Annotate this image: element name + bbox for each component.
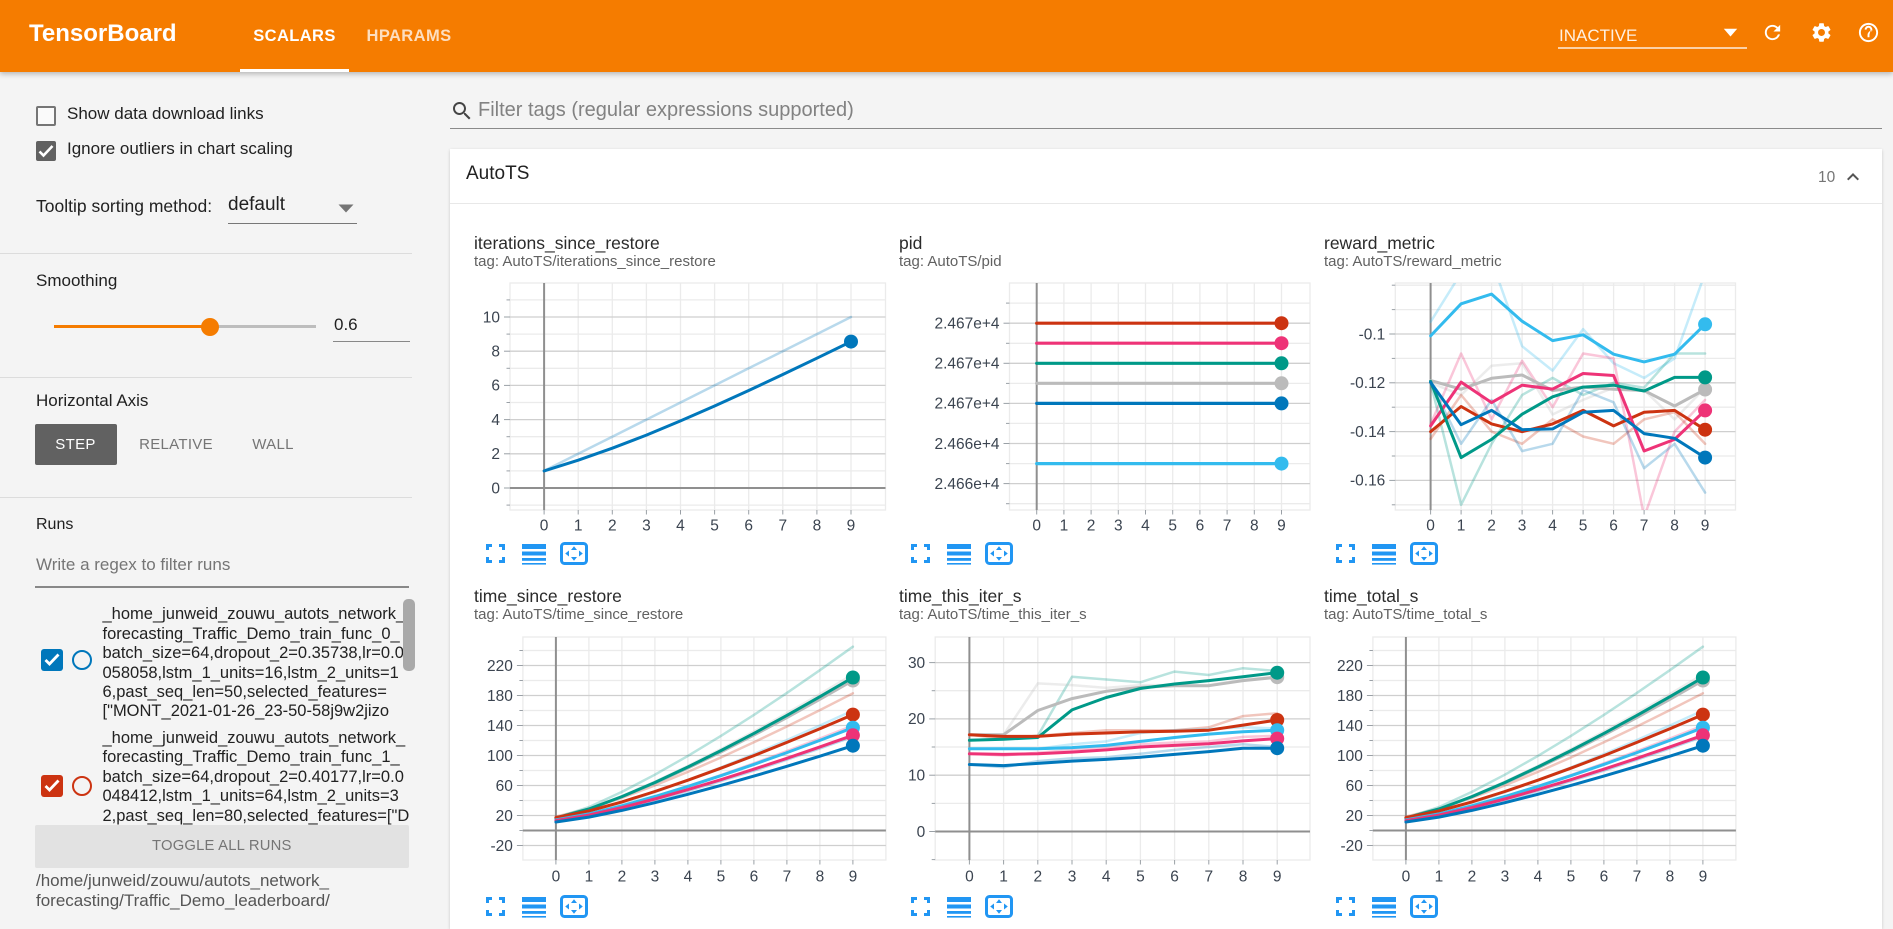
svg-text:2: 2 bbox=[1033, 868, 1042, 885]
svg-text:4: 4 bbox=[684, 868, 693, 885]
svg-text:2: 2 bbox=[491, 446, 500, 463]
svg-text:0: 0 bbox=[965, 868, 974, 885]
svg-text:5: 5 bbox=[717, 868, 726, 885]
svg-text:3: 3 bbox=[1068, 868, 1077, 885]
svg-text:180: 180 bbox=[1337, 687, 1363, 704]
svg-text:6: 6 bbox=[1196, 517, 1205, 534]
svg-text:7: 7 bbox=[1204, 868, 1213, 885]
svg-text:0: 0 bbox=[552, 868, 561, 885]
svg-text:4: 4 bbox=[1548, 517, 1557, 534]
svg-text:1: 1 bbox=[1060, 517, 1069, 534]
svg-text:3: 3 bbox=[1501, 868, 1510, 885]
svg-text:8: 8 bbox=[491, 343, 500, 360]
svg-text:30: 30 bbox=[908, 654, 926, 671]
svg-text:-20: -20 bbox=[1341, 837, 1363, 854]
svg-text:1: 1 bbox=[1457, 517, 1466, 534]
svg-text:7: 7 bbox=[783, 868, 792, 885]
svg-text:220: 220 bbox=[487, 657, 513, 674]
svg-text:2.466e+4: 2.466e+4 bbox=[934, 435, 999, 452]
svg-text:4: 4 bbox=[676, 517, 685, 534]
svg-text:0: 0 bbox=[491, 480, 500, 497]
svg-text:6: 6 bbox=[1600, 868, 1609, 885]
svg-text:-0.1: -0.1 bbox=[1359, 326, 1386, 343]
svg-text:7: 7 bbox=[1223, 517, 1232, 534]
svg-text:9: 9 bbox=[1277, 517, 1286, 534]
svg-text:2: 2 bbox=[618, 868, 627, 885]
svg-text:8: 8 bbox=[1670, 517, 1679, 534]
svg-text:8: 8 bbox=[813, 517, 822, 534]
svg-text:7: 7 bbox=[1640, 517, 1649, 534]
svg-text:20: 20 bbox=[496, 807, 513, 824]
svg-text:2: 2 bbox=[608, 517, 617, 534]
svg-text:10: 10 bbox=[483, 309, 500, 326]
svg-text:4: 4 bbox=[1534, 868, 1543, 885]
svg-text:0: 0 bbox=[1032, 517, 1041, 534]
svg-text:60: 60 bbox=[496, 777, 513, 794]
svg-text:6: 6 bbox=[1609, 517, 1618, 534]
svg-text:220: 220 bbox=[1337, 657, 1363, 674]
svg-text:7: 7 bbox=[778, 517, 787, 534]
svg-text:5: 5 bbox=[1567, 868, 1576, 885]
svg-text:1: 1 bbox=[585, 868, 594, 885]
svg-text:100: 100 bbox=[487, 747, 513, 764]
svg-text:6: 6 bbox=[750, 868, 759, 885]
svg-text:3: 3 bbox=[1518, 517, 1527, 534]
svg-text:9: 9 bbox=[1701, 517, 1710, 534]
svg-text:3: 3 bbox=[1114, 517, 1123, 534]
svg-text:8: 8 bbox=[1239, 868, 1248, 885]
svg-text:4: 4 bbox=[491, 411, 500, 428]
svg-text:100: 100 bbox=[1337, 747, 1363, 764]
svg-text:1: 1 bbox=[574, 517, 583, 534]
svg-text:140: 140 bbox=[487, 717, 513, 734]
svg-text:20: 20 bbox=[908, 711, 926, 728]
svg-text:9: 9 bbox=[849, 868, 858, 885]
svg-text:9: 9 bbox=[1699, 868, 1708, 885]
svg-text:4: 4 bbox=[1102, 868, 1111, 885]
svg-text:6: 6 bbox=[744, 517, 753, 534]
svg-text:0: 0 bbox=[1426, 517, 1435, 534]
svg-text:2.467e+4: 2.467e+4 bbox=[934, 355, 999, 372]
svg-text:0: 0 bbox=[540, 517, 549, 534]
svg-text:7: 7 bbox=[1633, 868, 1642, 885]
svg-text:2.467e+4: 2.467e+4 bbox=[934, 315, 999, 332]
svg-text:0: 0 bbox=[1402, 868, 1411, 885]
svg-text:10: 10 bbox=[908, 767, 926, 784]
svg-text:-0.14: -0.14 bbox=[1350, 423, 1386, 440]
svg-text:9: 9 bbox=[1273, 868, 1282, 885]
svg-text:140: 140 bbox=[1337, 717, 1363, 734]
svg-text:2.467e+4: 2.467e+4 bbox=[934, 395, 999, 412]
svg-text:5: 5 bbox=[1136, 868, 1145, 885]
svg-text:1: 1 bbox=[1435, 868, 1444, 885]
svg-text:5: 5 bbox=[710, 517, 719, 534]
svg-text:180: 180 bbox=[487, 687, 513, 704]
svg-text:3: 3 bbox=[642, 517, 651, 534]
svg-text:20: 20 bbox=[1346, 807, 1363, 824]
svg-text:1: 1 bbox=[999, 868, 1008, 885]
svg-text:-0.12: -0.12 bbox=[1350, 375, 1385, 392]
svg-text:-0.16: -0.16 bbox=[1350, 472, 1385, 489]
svg-text:5: 5 bbox=[1579, 517, 1588, 534]
svg-text:8: 8 bbox=[1250, 517, 1259, 534]
svg-text:3: 3 bbox=[651, 868, 660, 885]
svg-text:8: 8 bbox=[1666, 868, 1675, 885]
svg-text:6: 6 bbox=[1170, 868, 1179, 885]
svg-text:0: 0 bbox=[917, 823, 926, 840]
svg-text:2: 2 bbox=[1487, 517, 1496, 534]
svg-text:8: 8 bbox=[816, 868, 825, 885]
svg-text:4: 4 bbox=[1141, 517, 1150, 534]
svg-text:2.466e+4: 2.466e+4 bbox=[934, 475, 999, 492]
svg-text:2: 2 bbox=[1468, 868, 1477, 885]
svg-text:60: 60 bbox=[1346, 777, 1363, 794]
svg-text:9: 9 bbox=[847, 517, 856, 534]
svg-text:6: 6 bbox=[491, 377, 500, 394]
svg-text:2: 2 bbox=[1087, 517, 1096, 534]
svg-text:-20: -20 bbox=[491, 837, 513, 854]
svg-text:5: 5 bbox=[1168, 517, 1177, 534]
